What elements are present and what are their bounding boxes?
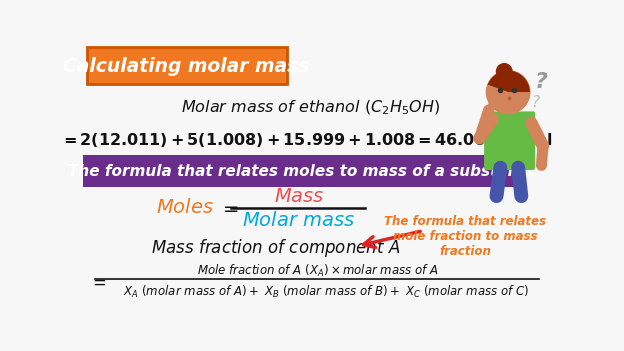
Text: $\mathbf{\mathit{Mass\ fraction\ of\ component\ A}}$: $\mathbf{\mathit{Mass\ fraction\ of\ com… <box>151 238 401 259</box>
Text: ?: ? <box>531 95 539 110</box>
FancyBboxPatch shape <box>87 47 287 84</box>
Text: $=$: $=$ <box>219 198 239 217</box>
Circle shape <box>489 101 498 110</box>
Text: $=$: $=$ <box>89 273 106 291</box>
Text: $\mathit{Molar\ mass\ of\ ethanol\ (C_2H_5OH)}$: $\mathit{Molar\ mass\ of\ ethanol\ (C_2H… <box>181 98 440 117</box>
Text: $\mathit{Mass}$: $\mathit{Mass}$ <box>273 187 324 206</box>
FancyBboxPatch shape <box>82 154 524 187</box>
Circle shape <box>487 71 530 114</box>
Text: $\mathit{Moles}$: $\mathit{Moles}$ <box>156 198 213 217</box>
Text: $\mathit{X_A\ (molar\ mass\ of\ A)+\ X_B\ (molar\ mass\ of\ B)+\ X_C\ (molar\ ma: $\mathit{X_A\ (molar\ mass\ of\ A)+\ X_B… <box>123 284 529 300</box>
Circle shape <box>497 64 512 79</box>
Wedge shape <box>487 85 530 114</box>
Text: $\mathbf{= 2(12.011)+5(1.008) + 15.999 + 1.008 = 46.069\ g/mol}$: $\mathbf{= 2(12.011)+5(1.008) + 15.999 +… <box>61 131 553 150</box>
Text: Calculating molar mass: Calculating molar mass <box>63 57 310 76</box>
Text: $\mathit{Mole\ fraction\ of\ A\ (X_A) \times molar\ mass\ of\ A}$: $\mathit{Mole\ fraction\ of\ A\ (X_A) \t… <box>197 263 439 279</box>
Text: The formula that relates
mole fraction to mass
fraction: The formula that relates mole fraction t… <box>384 215 547 258</box>
FancyBboxPatch shape <box>484 111 535 170</box>
Text: The formula that relates moles to mass of a substance: The formula that relates moles to mass o… <box>68 164 538 179</box>
Wedge shape <box>488 71 530 92</box>
Text: $\mathit{Molar\ mass}$: $\mathit{Molar\ mass}$ <box>242 211 356 230</box>
Text: ?: ? <box>535 72 548 92</box>
